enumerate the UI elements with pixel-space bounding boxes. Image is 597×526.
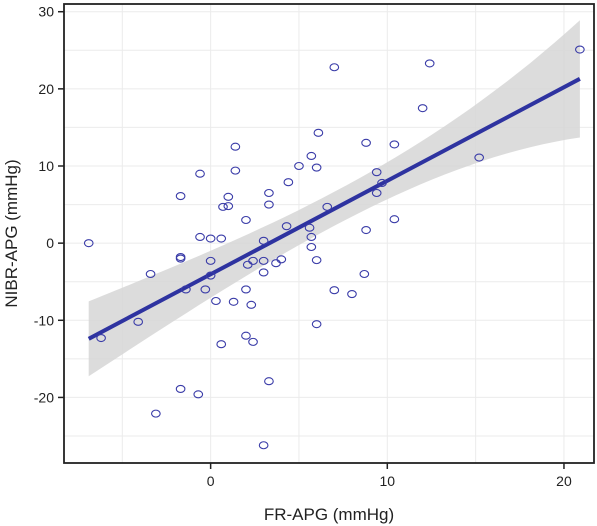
regression-line xyxy=(87,77,581,341)
data-point xyxy=(193,390,204,399)
data-point xyxy=(329,286,340,295)
data-point xyxy=(211,296,221,306)
data-point xyxy=(389,140,400,149)
data-point xyxy=(228,297,239,306)
data-point xyxy=(181,285,191,294)
data-point xyxy=(311,163,322,172)
y-tick-label: -10 xyxy=(34,312,54,328)
data-point xyxy=(306,151,317,161)
data-point xyxy=(258,268,269,277)
y-tick-label: 30 xyxy=(38,4,54,20)
data-point xyxy=(248,256,258,265)
data-point xyxy=(377,178,387,188)
data-points xyxy=(83,45,585,450)
data-point xyxy=(200,285,211,294)
data-point xyxy=(311,256,322,265)
data-point xyxy=(216,234,227,243)
confidence-band-area xyxy=(88,20,580,377)
y-tick-label: 0 xyxy=(46,235,54,251)
data-point xyxy=(205,234,216,243)
data-point xyxy=(474,153,485,162)
data-point xyxy=(283,178,294,187)
data-point xyxy=(205,271,216,280)
data-point xyxy=(83,239,94,248)
data-point xyxy=(205,256,216,265)
data-point xyxy=(223,202,234,211)
y-axis-ticks: -20 -10 0 10 20 30 xyxy=(34,4,64,405)
grid-lines xyxy=(64,4,594,463)
x-tick-label: 20 xyxy=(556,473,572,489)
data-point xyxy=(371,188,382,198)
data-point xyxy=(175,192,186,201)
confidence-band xyxy=(88,20,580,377)
data-point xyxy=(248,337,258,346)
plot-frame xyxy=(63,3,595,464)
data-point xyxy=(264,377,274,386)
y-tick-label: -20 xyxy=(34,389,54,405)
data-point xyxy=(230,142,241,151)
y-axis-label: NIBR-APG (mmHg) xyxy=(2,159,21,307)
data-point xyxy=(304,223,315,232)
data-point xyxy=(417,104,428,113)
x-axis-label: FR-APG (mmHg) xyxy=(264,505,394,524)
fit-line xyxy=(87,77,581,341)
data-point xyxy=(389,215,400,224)
data-point xyxy=(371,168,382,177)
data-point xyxy=(258,441,269,450)
data-point xyxy=(241,331,251,340)
data-point xyxy=(361,138,371,147)
data-point xyxy=(276,255,287,264)
data-point xyxy=(223,192,234,201)
data-point xyxy=(575,45,585,54)
y-tick-label: 10 xyxy=(38,158,54,174)
y-tick-label: 20 xyxy=(38,81,54,97)
data-point xyxy=(361,225,371,235)
data-point xyxy=(359,269,370,279)
data-point xyxy=(216,340,227,349)
data-point xyxy=(313,128,324,137)
data-point xyxy=(322,202,333,211)
data-point xyxy=(230,166,241,175)
data-point xyxy=(294,161,304,171)
data-point xyxy=(151,409,161,418)
data-point xyxy=(175,384,186,393)
data-point xyxy=(246,300,257,309)
data-point xyxy=(306,242,317,252)
data-point xyxy=(195,232,205,242)
data-point xyxy=(175,254,186,263)
x-tick-label: 0 xyxy=(207,473,215,489)
data-point xyxy=(218,202,228,211)
data-point xyxy=(258,236,269,245)
data-point xyxy=(329,63,340,72)
data-point xyxy=(241,285,251,294)
data-point xyxy=(306,232,317,242)
x-axis-ticks: 0 10 20 xyxy=(207,463,572,489)
data-point xyxy=(241,215,251,225)
data-point xyxy=(281,222,292,231)
data-point xyxy=(258,256,269,265)
data-point xyxy=(347,290,357,299)
data-point xyxy=(264,188,274,198)
data-point xyxy=(195,169,205,178)
data-point xyxy=(96,333,106,343)
data-point xyxy=(145,269,156,279)
data-point xyxy=(311,320,322,329)
data-point xyxy=(424,59,435,68)
data-point xyxy=(264,200,274,209)
x-tick-label: 10 xyxy=(380,473,396,489)
data-point xyxy=(133,317,144,326)
